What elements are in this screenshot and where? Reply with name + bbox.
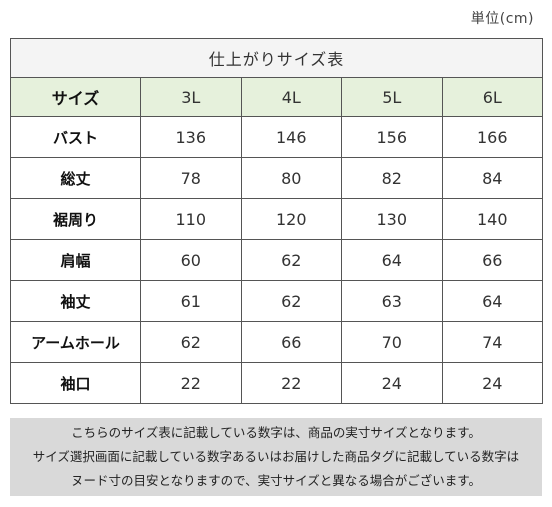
table-cell: 64 <box>341 239 443 281</box>
table-row-sleeve: 袖丈 61 62 63 64 <box>10 280 544 322</box>
table-cell: 66 <box>441 239 544 281</box>
table-cell: 22 <box>140 362 242 404</box>
header-size-4l: 4L <box>240 77 342 117</box>
table-cell: 82 <box>341 157 443 199</box>
table-cell: 110 <box>140 198 242 240</box>
table-cell: 66 <box>240 321 342 363</box>
table-cell: 146 <box>240 116 342 158</box>
table-row-cuff: 袖口 22 22 24 24 <box>10 362 544 404</box>
row-label: 肩幅 <box>10 239 141 281</box>
table-header-row: サイズ 3L 4L 5L 6L <box>10 77 544 117</box>
note-line: ヌード寸の目安となりますので、実寸サイズと異なる場合がございます。 <box>70 473 481 488</box>
size-table: 仕上がりサイズ表 サイズ 3L 4L 5L 6L バスト 136 146 156… <box>9 38 544 404</box>
row-label: 袖丈 <box>10 280 141 322</box>
table-cell: 61 <box>140 280 242 322</box>
note-line: サイズ選択画面に記載している数字あるいはお届けした商品タグに記載している数字は <box>32 449 520 464</box>
table-cell: 24 <box>341 362 443 404</box>
header-size-5l: 5L <box>341 77 443 117</box>
row-label: 裾周り <box>10 198 141 240</box>
table-cell: 74 <box>441 321 544 363</box>
table-cell: 22 <box>240 362 342 404</box>
row-label: バスト <box>10 116 141 158</box>
table-cell: 136 <box>140 116 242 158</box>
table-cell: 62 <box>240 239 342 281</box>
table-row-armhole: アームホール 62 66 70 74 <box>10 321 544 363</box>
table-cell: 80 <box>240 157 342 199</box>
row-label: 袖口 <box>10 362 141 404</box>
table-cell: 78 <box>140 157 242 199</box>
table-title-row: 仕上がりサイズ表 <box>9 38 544 78</box>
table-cell: 130 <box>341 198 443 240</box>
header-size-6l: 6L <box>441 77 544 117</box>
table-cell: 24 <box>441 362 544 404</box>
header-size-label: サイズ <box>10 77 141 117</box>
table-title: 仕上がりサイズ表 <box>9 38 544 78</box>
table-cell: 120 <box>240 198 342 240</box>
unit-label: 単位(cm) <box>470 11 534 27</box>
size-note-box: こちらのサイズ表に記載している数字は、商品の実寸サイズとなります。 サイズ選択画… <box>10 418 542 496</box>
table-cell: 64 <box>441 280 544 322</box>
table-row-length: 総丈 78 80 82 84 <box>10 157 544 199</box>
table-row-bust: バスト 136 146 156 166 <box>10 116 544 158</box>
note-line: こちらのサイズ表に記載している数字は、商品の実寸サイズとなります。 <box>71 425 481 440</box>
table-cell: 156 <box>341 116 443 158</box>
table-cell: 62 <box>240 280 342 322</box>
table-row-shoulder: 肩幅 60 62 64 66 <box>10 239 544 281</box>
table-cell: 60 <box>140 239 242 281</box>
table-cell: 166 <box>441 116 544 158</box>
table-cell: 63 <box>341 280 443 322</box>
header-size-3l: 3L <box>140 77 242 117</box>
row-label: アームホール <box>10 321 141 363</box>
row-label: 総丈 <box>10 157 141 199</box>
table-cell: 140 <box>441 198 544 240</box>
table-cell: 62 <box>140 321 242 363</box>
table-cell: 70 <box>341 321 443 363</box>
table-row-hem: 裾周り 110 120 130 140 <box>10 198 544 240</box>
table-cell: 84 <box>441 157 544 199</box>
